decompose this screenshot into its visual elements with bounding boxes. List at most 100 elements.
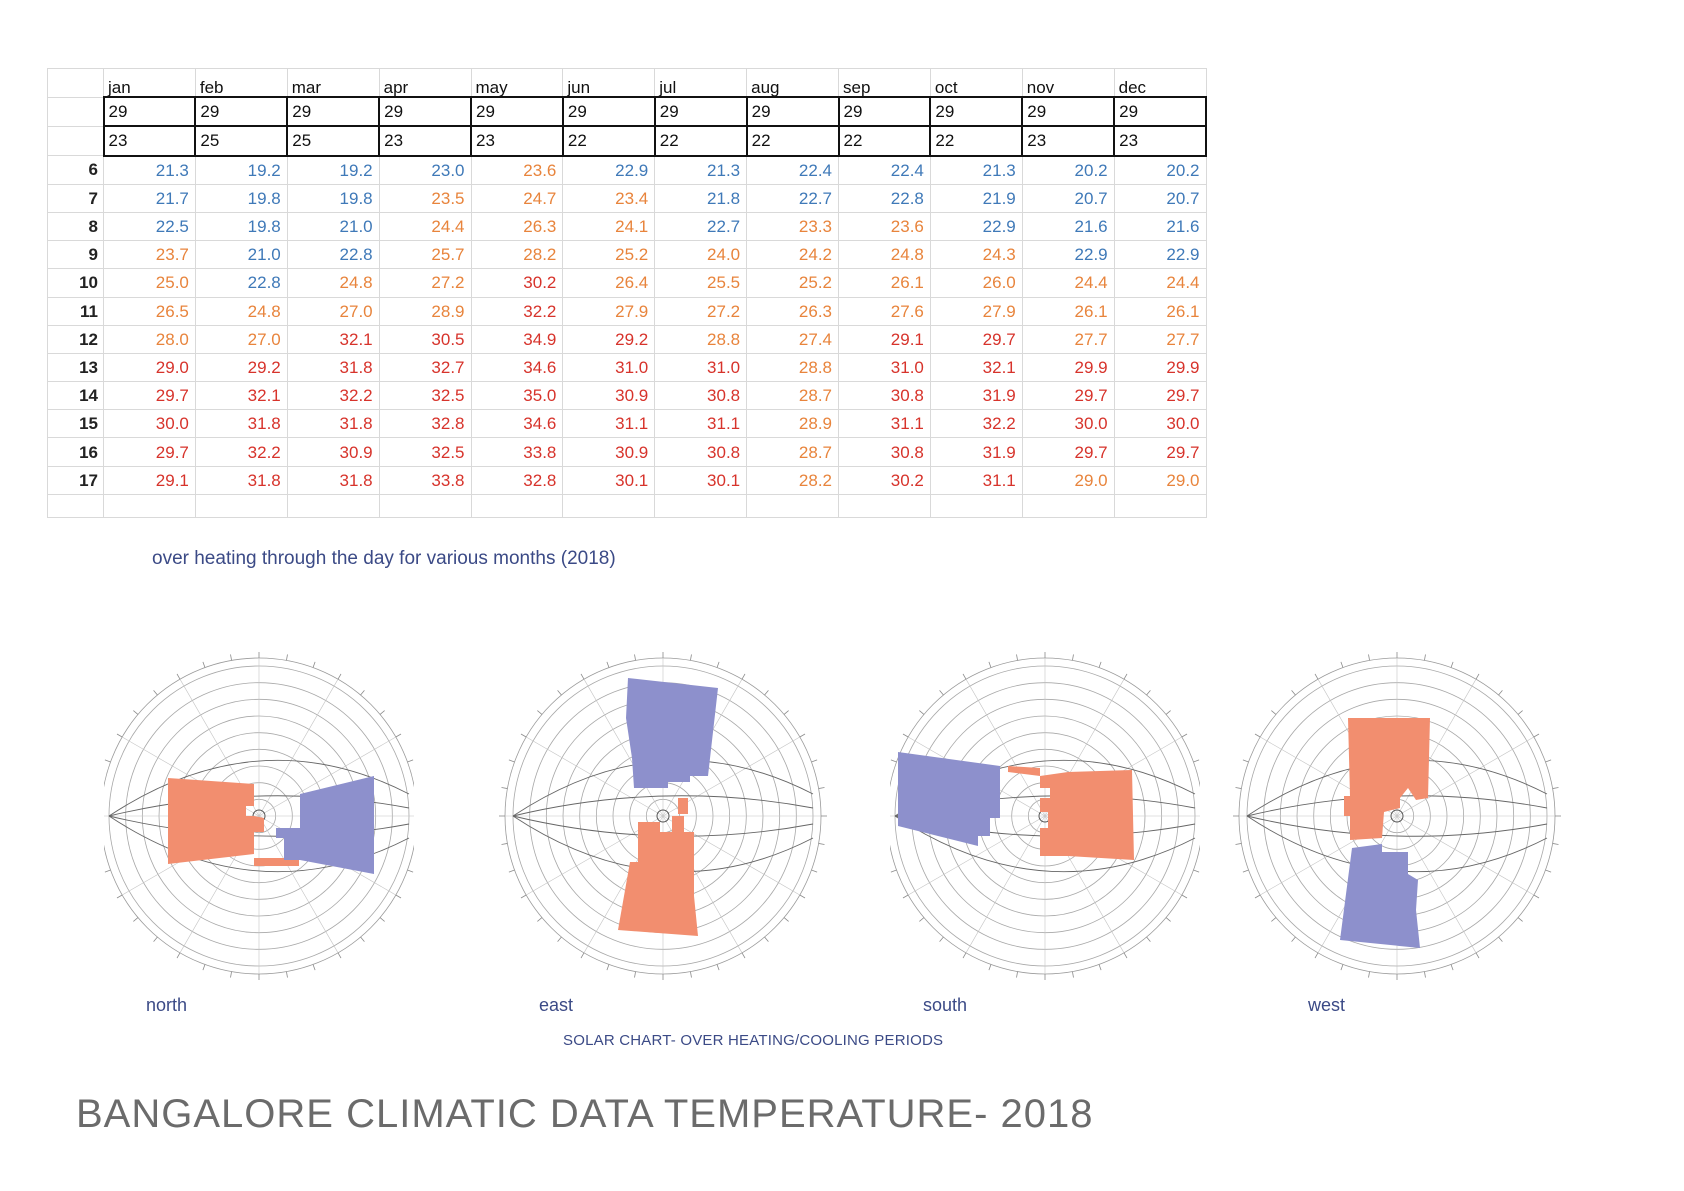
temperature-cell: 28.2: [470, 240, 564, 270]
temperature-cell: 31.8: [286, 409, 380, 439]
degree-tick: [1123, 952, 1128, 959]
degree-tick: [690, 654, 692, 661]
degree-tick: [104, 759, 111, 763]
max-temp-cell: 29: [194, 96, 289, 128]
temperature-cell: 23.5: [378, 183, 472, 213]
degree-tick: [1146, 690, 1151, 696]
temperature-cell: 24.0: [654, 240, 748, 270]
blank-row: [47, 493, 1207, 518]
temperature-cell: 31.0: [654, 352, 748, 383]
center-marker: [1390, 809, 1404, 823]
temperature-cell: 29.7: [1021, 437, 1115, 467]
empty-cell: [470, 493, 564, 518]
month-header-dec: dec: [1113, 68, 1207, 98]
degree-tick: [1165, 917, 1171, 922]
temperature-cell: 22.8: [286, 240, 380, 270]
heating-region: [1344, 718, 1430, 840]
temperature-cell: 32.8: [470, 465, 564, 495]
temperature-cell: 24.8: [194, 296, 288, 326]
azimuth-line: [1396, 736, 1534, 817]
hour-label: 13: [47, 352, 104, 383]
degree-tick: [508, 759, 515, 763]
degree-tick: [1123, 673, 1128, 680]
hour-label: 9: [47, 240, 104, 270]
hour-label: 6: [47, 155, 104, 185]
azimuth-line: [908, 815, 1046, 896]
solar-chart-south: [890, 652, 1200, 980]
temperature-cell: 23.6: [470, 155, 564, 185]
temperature-cell: 21.3: [103, 155, 196, 185]
temperature-cell: 28.7: [746, 437, 839, 467]
direction-label-east: east: [539, 995, 574, 1015]
empty-cell: [1021, 493, 1115, 518]
month-header-nov: nov: [1021, 68, 1115, 98]
degree-tick: [520, 733, 527, 738]
max-temp-cell: 29: [286, 96, 381, 128]
degree-tick: [537, 710, 543, 715]
month-header-jan: jan: [103, 68, 196, 98]
hour-label: 10: [47, 268, 104, 298]
temperature-cell: 26.3: [470, 211, 564, 242]
degree-tick: [501, 787, 508, 789]
heating-region: [168, 778, 264, 864]
temperature-cell: 32.2: [470, 296, 564, 326]
azimuth-line: [1396, 815, 1477, 953]
degree-tick: [379, 917, 385, 922]
row-header: [47, 96, 104, 127]
degree-tick: [1235, 787, 1242, 789]
degree-tick: [1314, 952, 1319, 959]
temperature-cell: 19.8: [194, 211, 288, 242]
temperature-cell: 22.4: [838, 155, 931, 185]
max-temp-cell: 29: [837, 96, 932, 128]
degree-tick: [988, 964, 992, 971]
azimuth-line: [258, 815, 339, 953]
temperature-cell: 29.7: [1113, 381, 1207, 411]
temperature-cell: 27.7: [1113, 324, 1207, 354]
hour-row: 15 30.0 31.8 31.8 32.8 34.6 31.1 31.1 28.9 31.1 32…: [47, 409, 1207, 439]
max-temp-cell: 29: [470, 96, 564, 128]
degree-tick: [606, 661, 610, 668]
degree-tick: [1254, 733, 1261, 738]
temperature-cell: 30.2: [838, 465, 931, 495]
temperature-cell: 30.0: [103, 409, 196, 439]
temperature-cell: 25.0: [103, 268, 196, 298]
temperature-cell: 31.1: [654, 409, 748, 439]
azimuth-line: [1396, 815, 1534, 896]
max-temp-cell: 29: [745, 96, 840, 128]
degree-tick: [716, 964, 720, 971]
degree-tick: [919, 917, 925, 922]
degree-tick: [939, 936, 944, 942]
temperature-cell: 21.6: [1113, 211, 1207, 242]
hour-label: 15: [47, 409, 104, 439]
temperature-cell: 26.0: [929, 268, 1023, 298]
temperature-cell: 21.3: [929, 155, 1023, 185]
degree-tick: [902, 733, 909, 738]
temperature-cell: 22.8: [838, 183, 931, 213]
degree-tick: [508, 869, 515, 873]
temperature-cell: 24.4: [1113, 268, 1207, 298]
temperature-cell: 19.8: [194, 183, 288, 213]
temperature-cell: 22.7: [746, 183, 839, 213]
temperature-cell: 26.1: [838, 268, 931, 298]
temperature-cell: 27.4: [746, 324, 839, 354]
temperature-cell: 32.1: [194, 381, 288, 411]
temperature-cell: 23.6: [838, 211, 931, 242]
solar-chart-west: [1233, 652, 1561, 980]
temperature-cell: 30.5: [378, 324, 472, 354]
temperature-cell: 23.0: [378, 155, 472, 185]
min-temp-cell: 25: [194, 125, 289, 157]
azimuth-line: [258, 679, 339, 817]
temperature-cell: 27.0: [194, 324, 288, 354]
degree-tick: [104, 869, 111, 873]
max-temp-row: 29 29 29 29 29 29 29 29 29 29 29 29: [47, 96, 1207, 128]
degree-tick: [764, 936, 769, 942]
temperature-cell: 26.1: [1021, 296, 1115, 326]
temperature-cell: 24.4: [1021, 268, 1115, 298]
degree-tick: [202, 964, 206, 971]
degree-tick: [407, 869, 414, 873]
degree-tick: [1072, 971, 1074, 978]
sun-path-line: [512, 795, 814, 817]
degree-tick: [360, 936, 365, 942]
temperature-cell: 23.7: [103, 240, 196, 270]
temperature-cell: 31.8: [194, 409, 288, 439]
